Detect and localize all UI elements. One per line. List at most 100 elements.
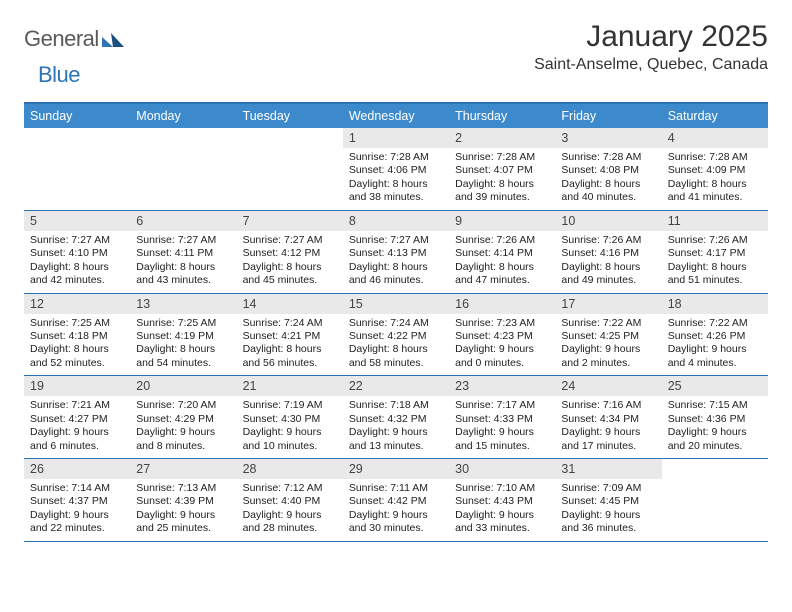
week-row: 12Sunrise: 7:25 AMSunset: 4:18 PMDayligh…	[24, 294, 768, 377]
day-body: Sunrise: 7:15 AMSunset: 4:36 PMDaylight:…	[662, 396, 768, 458]
daylight2-text: and 52 minutes.	[30, 357, 124, 370]
sunrise-text: Sunrise: 7:27 AM	[243, 234, 337, 247]
weekday-label: Tuesday	[237, 104, 343, 128]
daylight1-text: Daylight: 9 hours	[243, 509, 337, 522]
daylight1-text: Daylight: 9 hours	[349, 509, 443, 522]
day-cell: 5Sunrise: 7:27 AMSunset: 4:10 PMDaylight…	[24, 211, 130, 293]
day-body: Sunrise: 7:28 AMSunset: 4:06 PMDaylight:…	[343, 148, 449, 210]
day-body: Sunrise: 7:22 AMSunset: 4:26 PMDaylight:…	[662, 314, 768, 376]
day-cell: 21Sunrise: 7:19 AMSunset: 4:30 PMDayligh…	[237, 376, 343, 458]
daylight1-text: Daylight: 9 hours	[668, 426, 762, 439]
day-body: Sunrise: 7:24 AMSunset: 4:22 PMDaylight:…	[343, 314, 449, 376]
daylight1-text: Daylight: 8 hours	[455, 178, 549, 191]
daylight2-text: and 49 minutes.	[561, 274, 655, 287]
sunrise-text: Sunrise: 7:11 AM	[349, 482, 443, 495]
sunset-text: Sunset: 4:45 PM	[561, 495, 655, 508]
day-cell: 10Sunrise: 7:26 AMSunset: 4:16 PMDayligh…	[555, 211, 661, 293]
day-number: 4	[662, 128, 768, 148]
day-number: 9	[449, 211, 555, 231]
day-number: 11	[662, 211, 768, 231]
daylight1-text: Daylight: 9 hours	[455, 426, 549, 439]
day-number: 27	[130, 459, 236, 479]
daylight1-text: Daylight: 8 hours	[668, 261, 762, 274]
day-body: Sunrise: 7:13 AMSunset: 4:39 PMDaylight:…	[130, 479, 236, 541]
daylight2-text: and 2 minutes.	[561, 357, 655, 370]
day-body: Sunrise: 7:27 AMSunset: 4:13 PMDaylight:…	[343, 231, 449, 293]
day-body: Sunrise: 7:28 AMSunset: 4:07 PMDaylight:…	[449, 148, 555, 210]
daylight1-text: Daylight: 8 hours	[136, 343, 230, 356]
daylight2-text: and 0 minutes.	[455, 357, 549, 370]
day-number: 6	[130, 211, 236, 231]
sunset-text: Sunset: 4:07 PM	[455, 164, 549, 177]
day-number: 25	[662, 376, 768, 396]
flag-icon	[102, 31, 124, 47]
sunrise-text: Sunrise: 7:22 AM	[668, 317, 762, 330]
weekday-label: Monday	[130, 104, 236, 128]
daylight2-text: and 22 minutes.	[30, 522, 124, 535]
sunset-text: Sunset: 4:32 PM	[349, 413, 443, 426]
daylight1-text: Daylight: 8 hours	[30, 343, 124, 356]
day-cell: 26Sunrise: 7:14 AMSunset: 4:37 PMDayligh…	[24, 459, 130, 541]
daylight1-text: Daylight: 9 hours	[243, 426, 337, 439]
sunset-text: Sunset: 4:17 PM	[668, 247, 762, 260]
day-number: 22	[343, 376, 449, 396]
day-cell: 27Sunrise: 7:13 AMSunset: 4:39 PMDayligh…	[130, 459, 236, 541]
location-label: Saint-Anselme, Quebec, Canada	[534, 56, 768, 74]
weekday-label: Wednesday	[343, 104, 449, 128]
sunrise-text: Sunrise: 7:15 AM	[668, 399, 762, 412]
sunrise-text: Sunrise: 7:25 AM	[136, 317, 230, 330]
sunset-text: Sunset: 4:37 PM	[30, 495, 124, 508]
daylight1-text: Daylight: 8 hours	[455, 261, 549, 274]
day-cell: 19Sunrise: 7:21 AMSunset: 4:27 PMDayligh…	[24, 376, 130, 458]
day-cell: 9Sunrise: 7:26 AMSunset: 4:14 PMDaylight…	[449, 211, 555, 293]
daylight1-text: Daylight: 9 hours	[561, 426, 655, 439]
day-cell: 15Sunrise: 7:24 AMSunset: 4:22 PMDayligh…	[343, 294, 449, 376]
day-cell: 7Sunrise: 7:27 AMSunset: 4:12 PMDaylight…	[237, 211, 343, 293]
sunset-text: Sunset: 4:25 PM	[561, 330, 655, 343]
day-number: 17	[555, 294, 661, 314]
day-body: Sunrise: 7:23 AMSunset: 4:23 PMDaylight:…	[449, 314, 555, 376]
day-cell: 25Sunrise: 7:15 AMSunset: 4:36 PMDayligh…	[662, 376, 768, 458]
daylight1-text: Daylight: 8 hours	[349, 178, 443, 191]
daylight2-text: and 41 minutes.	[668, 191, 762, 204]
day-body: Sunrise: 7:16 AMSunset: 4:34 PMDaylight:…	[555, 396, 661, 458]
weekday-header: Sunday Monday Tuesday Wednesday Thursday…	[24, 104, 768, 128]
daylight2-text: and 38 minutes.	[349, 191, 443, 204]
week-row: 26Sunrise: 7:14 AMSunset: 4:37 PMDayligh…	[24, 459, 768, 542]
day-cell: 14Sunrise: 7:24 AMSunset: 4:21 PMDayligh…	[237, 294, 343, 376]
day-number: 26	[24, 459, 130, 479]
daylight1-text: Daylight: 9 hours	[30, 509, 124, 522]
day-body: Sunrise: 7:24 AMSunset: 4:21 PMDaylight:…	[237, 314, 343, 376]
day-cell: 24Sunrise: 7:16 AMSunset: 4:34 PMDayligh…	[555, 376, 661, 458]
sunrise-text: Sunrise: 7:26 AM	[561, 234, 655, 247]
day-cell: 11Sunrise: 7:26 AMSunset: 4:17 PMDayligh…	[662, 211, 768, 293]
weekday-label: Thursday	[449, 104, 555, 128]
daylight1-text: Daylight: 8 hours	[561, 261, 655, 274]
daylight2-text: and 10 minutes.	[243, 440, 337, 453]
day-cell	[237, 128, 343, 210]
day-cell: 16Sunrise: 7:23 AMSunset: 4:23 PMDayligh…	[449, 294, 555, 376]
day-number: 15	[343, 294, 449, 314]
daylight2-text: and 6 minutes.	[30, 440, 124, 453]
sunrise-text: Sunrise: 7:23 AM	[455, 317, 549, 330]
daylight1-text: Daylight: 9 hours	[349, 426, 443, 439]
daylight2-text: and 30 minutes.	[349, 522, 443, 535]
day-cell: 8Sunrise: 7:27 AMSunset: 4:13 PMDaylight…	[343, 211, 449, 293]
sunset-text: Sunset: 4:12 PM	[243, 247, 337, 260]
daylight1-text: Daylight: 9 hours	[136, 426, 230, 439]
day-cell: 31Sunrise: 7:09 AMSunset: 4:45 PMDayligh…	[555, 459, 661, 541]
daylight1-text: Daylight: 8 hours	[349, 343, 443, 356]
daylight1-text: Daylight: 8 hours	[243, 343, 337, 356]
day-number: 28	[237, 459, 343, 479]
daylight2-text: and 17 minutes.	[561, 440, 655, 453]
brand-word-1: General	[24, 26, 99, 52]
day-cell: 29Sunrise: 7:11 AMSunset: 4:42 PMDayligh…	[343, 459, 449, 541]
day-body: Sunrise: 7:26 AMSunset: 4:17 PMDaylight:…	[662, 231, 768, 293]
daylight1-text: Daylight: 8 hours	[668, 178, 762, 191]
day-cell: 1Sunrise: 7:28 AMSunset: 4:06 PMDaylight…	[343, 128, 449, 210]
day-body: Sunrise: 7:14 AMSunset: 4:37 PMDaylight:…	[24, 479, 130, 541]
week-row: 5Sunrise: 7:27 AMSunset: 4:10 PMDaylight…	[24, 211, 768, 294]
day-cell: 18Sunrise: 7:22 AMSunset: 4:26 PMDayligh…	[662, 294, 768, 376]
day-number: 31	[555, 459, 661, 479]
sunrise-text: Sunrise: 7:21 AM	[30, 399, 124, 412]
